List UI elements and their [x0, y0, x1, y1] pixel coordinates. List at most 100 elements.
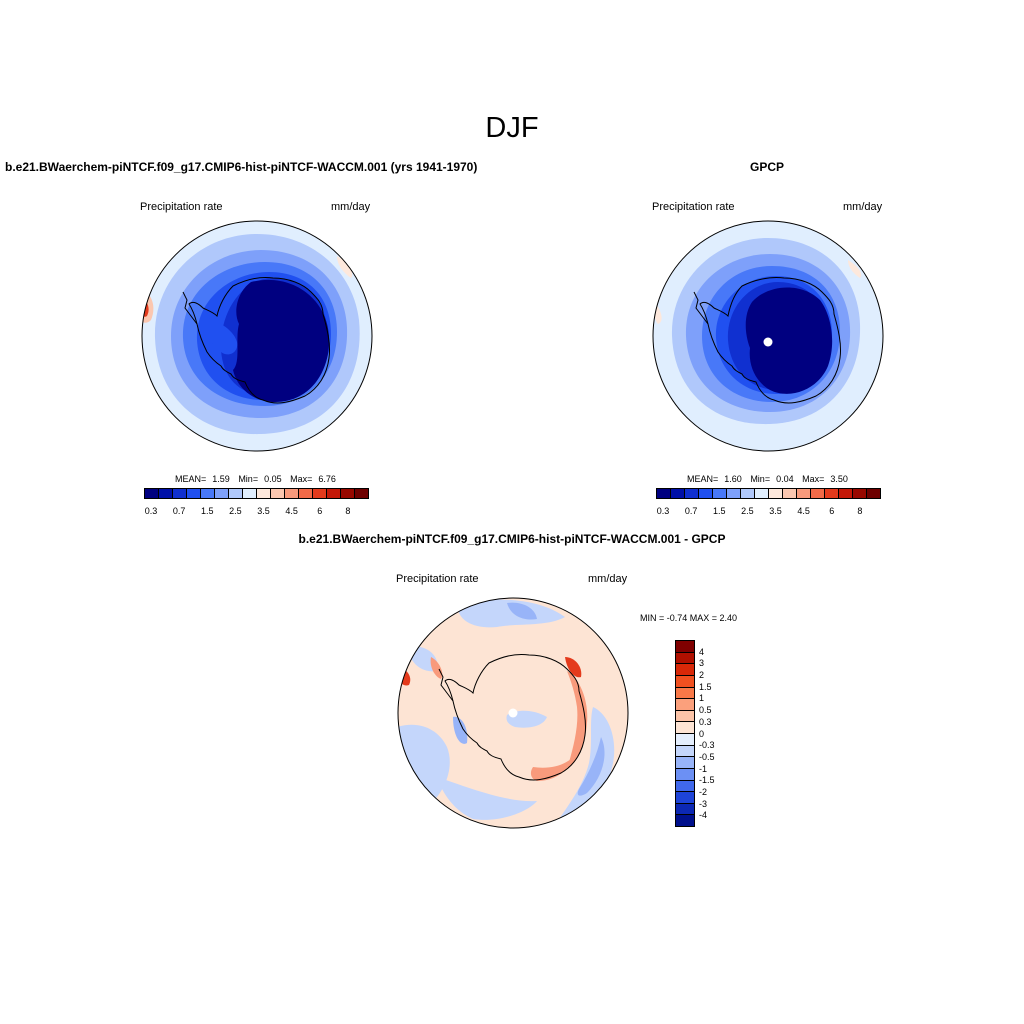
- left-colorbar: [144, 488, 369, 499]
- colorbar-tick-label: 2: [699, 670, 705, 681]
- bottom-blue-north: [457, 599, 565, 628]
- bottom-blue-inland: [453, 716, 468, 744]
- right-peninsula-line: [693, 291, 709, 325]
- colorbar-tick-label: 0.7: [172, 506, 186, 516]
- colorbar-swatch: [229, 489, 243, 498]
- bottom-blue-north-deep: [507, 602, 537, 620]
- right-colorbar: [656, 488, 881, 499]
- right-warm-patch-ne: [848, 260, 862, 278]
- colorbar-swatch: [867, 489, 880, 498]
- left-peninsula-tongue: [202, 316, 238, 355]
- colorbar-tick-label: -0.3: [699, 740, 715, 751]
- right-panel-title: GPCP: [750, 160, 785, 174]
- colorbar-swatch: [755, 489, 769, 498]
- colorbar-swatch: [676, 699, 694, 711]
- left-polar-map: [141, 220, 373, 452]
- colorbar-tick-label: -4: [699, 810, 708, 821]
- colorbar-swatch: [676, 780, 694, 793]
- right-pole-hole: [763, 337, 773, 347]
- colorbar-swatch: [676, 675, 694, 688]
- colorbar-swatch: [727, 489, 741, 498]
- bottom-peninsula-line: [438, 668, 454, 702]
- left-mean-label: MEAN=: [175, 474, 207, 484]
- colorbar-swatch: [676, 734, 694, 746]
- left-stats: MEAN= 1.59 Min= 0.05 Max= 6.76: [175, 474, 342, 484]
- colorbar-tick-label: 3.5: [769, 506, 782, 516]
- colorbar-tick-label: 3.5: [257, 506, 270, 516]
- colorbar-swatch: [671, 489, 685, 498]
- colorbar-swatch: [657, 489, 671, 498]
- bottom-blue-south: [437, 777, 537, 820]
- colorbar-swatch: [713, 489, 727, 498]
- colorbar-swatch: [285, 489, 299, 498]
- bottom-map-border: [397, 597, 629, 829]
- colorbar-swatch: [853, 489, 867, 498]
- bottom-red-ne-coast: [565, 657, 582, 678]
- colorbar-swatch: [676, 745, 694, 758]
- bottom-orange-coast-east: [567, 671, 588, 769]
- colorbar-tick-label: 1: [699, 693, 705, 704]
- colorbar-swatch: [313, 489, 327, 498]
- bottom-orange-west: [430, 657, 443, 679]
- colorbar-swatch: [676, 722, 694, 734]
- right-max-label: Max=: [802, 474, 825, 484]
- colorbar-swatch: [811, 489, 825, 498]
- figure-title: DJF: [485, 112, 539, 144]
- colorbar-tick-label: 0.5: [699, 705, 712, 716]
- colorbar-tick-label: 4.5: [285, 506, 298, 516]
- colorbar-swatch: [769, 489, 783, 498]
- left-warm-patch-nw: [171, 434, 184, 450]
- left-min-label: Min=: [238, 474, 259, 484]
- colorbar-swatch: [676, 768, 694, 781]
- left-panel-title: b.e21.BWaerchem-piNTCF.f09_g17.CMIP6-his…: [5, 160, 478, 174]
- right-coastline: [699, 277, 841, 404]
- left-map-border: [141, 220, 373, 452]
- right-mean-label: MEAN=: [687, 474, 719, 484]
- bottom-orange-coast-south: [530, 757, 573, 781]
- right-units-label: mm/day: [843, 201, 883, 213]
- right-polar-map: [652, 220, 884, 452]
- colorbar-swatch: [676, 792, 694, 804]
- bottom-variable-label: Precipitation rate: [396, 573, 479, 585]
- colorbar-tick-label: 0: [699, 728, 705, 739]
- colorbar-tick-label: 6: [317, 506, 323, 516]
- left-variable-label: Precipitation rate: [140, 201, 223, 213]
- colorbar-swatch: [676, 652, 694, 665]
- left-min-value: 0.05: [264, 474, 282, 484]
- colorbar-tick-label: 0.3: [656, 506, 670, 516]
- colorbar-swatch: [676, 803, 694, 816]
- bottom-blue-east-deep: [577, 737, 605, 796]
- right-stats: MEAN= 1.60 Min= 0.04 Max= 3.50: [687, 474, 854, 484]
- right-mean-value: 1.60: [724, 474, 742, 484]
- left-max-value: 6.76: [318, 474, 336, 484]
- bottom-minmax-text: MIN = -0.74 MAX = 2.40: [640, 613, 738, 623]
- colorbar-swatch: [839, 489, 853, 498]
- colorbar-swatch: [797, 489, 811, 498]
- colorbar-swatch: [699, 489, 713, 498]
- colorbar-tick-label: 2.5: [741, 506, 754, 516]
- colorbar-swatch: [299, 489, 313, 498]
- colorbar-swatch: [257, 489, 271, 498]
- colorbar-swatch: [685, 489, 699, 498]
- right-min-value: 0.04: [776, 474, 794, 484]
- bottom-pole-hole: [508, 708, 518, 718]
- colorbar-swatch: [676, 641, 694, 653]
- colorbar-swatch: [741, 489, 755, 498]
- colorbar-tick-label: -2: [699, 786, 708, 797]
- right-max-value: 3.50: [830, 474, 848, 484]
- right-map-border: [652, 220, 884, 452]
- left-max-label: Max=: [290, 474, 313, 484]
- colorbar-tick-label: -1: [699, 763, 708, 774]
- left-peninsula-line: [182, 291, 198, 325]
- colorbar-tick-label: -3: [699, 798, 708, 809]
- colorbar-swatch: [676, 757, 694, 769]
- colorbar-swatch: [173, 489, 187, 498]
- left-warm-patch-ne: [337, 256, 353, 278]
- colorbar-tick-label: 2.5: [229, 506, 242, 516]
- colorbar-tick-label: 8: [857, 506, 863, 516]
- colorbar-tick-label: -0.5: [699, 751, 715, 762]
- colorbar-swatch: [159, 489, 173, 498]
- colorbar-swatch: [271, 489, 285, 498]
- colorbar-tick-label: -1.5: [699, 775, 715, 786]
- colorbar-swatch: [676, 710, 694, 723]
